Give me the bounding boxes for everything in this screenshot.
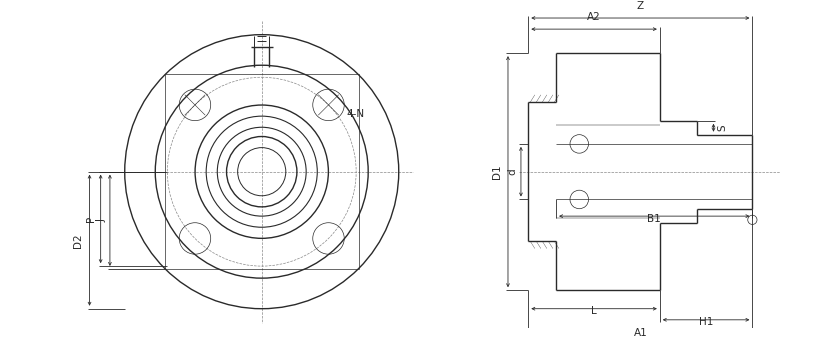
Text: J: J — [96, 219, 107, 222]
Text: P: P — [86, 216, 96, 222]
Text: D1: D1 — [492, 164, 502, 179]
Text: H1: H1 — [698, 317, 713, 327]
Text: Z: Z — [636, 1, 644, 10]
Text: d: d — [508, 168, 517, 175]
Text: S: S — [718, 124, 728, 131]
Text: 4-N: 4-N — [346, 109, 364, 119]
Text: L: L — [592, 306, 597, 316]
Text: B1: B1 — [647, 214, 661, 224]
Text: A1: A1 — [633, 328, 647, 338]
Text: D2: D2 — [73, 233, 83, 247]
Text: A2: A2 — [588, 12, 601, 22]
